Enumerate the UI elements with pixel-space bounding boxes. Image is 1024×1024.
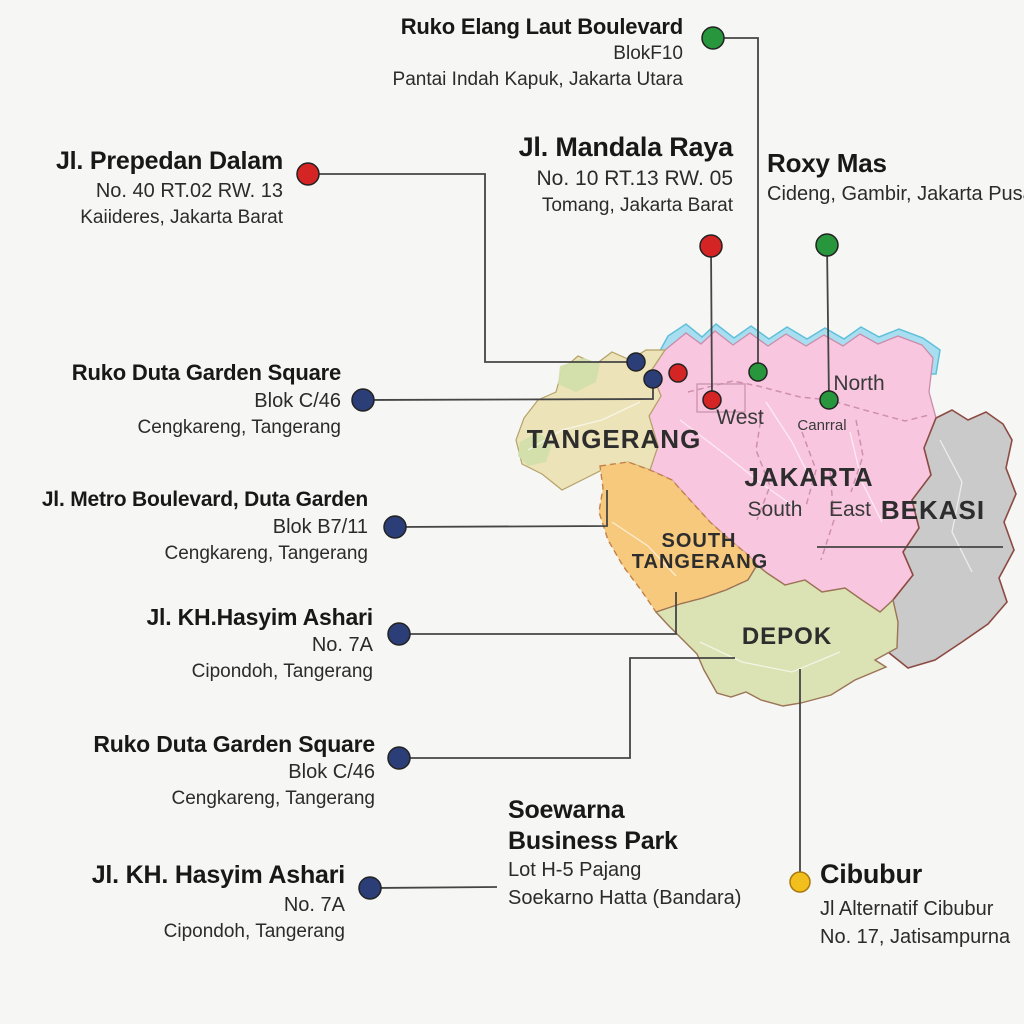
pin-hasyim-2 — [358, 876, 382, 900]
location-subline: Soekarno Hatta (Bandara) — [508, 887, 742, 909]
pin-elang-laut — [701, 26, 725, 50]
region-label-depok: DEPOK — [742, 623, 832, 650]
district-label-west: West — [716, 406, 764, 429]
region-label-jakarta: JAKARTA — [744, 462, 873, 492]
district-label-central: Canrral — [797, 417, 846, 434]
pin-mandala — [699, 234, 723, 258]
location-subline: Blok C/46 — [254, 389, 341, 412]
pin-hasyim-1 — [387, 622, 411, 646]
district-label-north: North — [833, 372, 884, 395]
location-label-prepedan: Jl. Prepedan Dalam No. 40 RT.02 RW. 13 K… — [56, 146, 283, 231]
location-label-metro-boulevard: Jl. Metro Boulevard, Duta Garden Blok B7… — [42, 487, 368, 567]
location-subline: BlokF10 — [613, 42, 683, 64]
location-title: Jl. Prepedan Dalam — [55, 147, 283, 175]
location-label-hasyim-1: Jl. KH.Hasyim Ashari No. 7A Cipondoh, Ta… — [146, 603, 373, 686]
region-depok — [654, 563, 899, 707]
location-subline: No. 7A — [311, 634, 373, 657]
location-label-hasyim-2: Jl. KH. Hasyim Ashari No. 7A Cipondoh, T… — [91, 860, 346, 945]
location-title: Jl. KH.Hasyim Ashari — [146, 604, 373, 630]
region-label-south-tangerang: SOUTH — [662, 530, 737, 552]
location-subline: Jl Alternatif Cibubur — [820, 897, 994, 920]
pin-cibubur — [789, 871, 811, 893]
location-subline: Lot H-5 Pajang — [508, 859, 642, 881]
location-title: Jl. Mandala Raya — [518, 132, 734, 162]
region-label-bekasi: BEKASI — [881, 495, 985, 525]
connector-lines — [308, 37, 1003, 889]
airport-area-outline — [696, 383, 746, 413]
location-title: Ruko Duta Garden Square — [71, 360, 341, 385]
location-subline: No. 17, Jatisampurna — [820, 925, 1011, 948]
location-label-cibubur: Cibubur Jl Alternatif Cibubur No. 17, Ja… — [820, 858, 1010, 951]
district-label-south: South — [748, 498, 803, 521]
district-label-east: East — [829, 498, 871, 521]
connector-hasyim-2 — [369, 886, 498, 889]
location-subline: Cideng, Gambir, Jakarta Pusat — [767, 182, 1024, 205]
connector-hasyim-1 — [399, 592, 677, 635]
pin-prepedan — [296, 162, 320, 186]
location-label-mandala: Jl. Mandala Raya No. 10 RT.13 RW. 05 Tom… — [518, 131, 734, 220]
connector-roxy — [826, 244, 830, 401]
location-label-roxy: Roxy Mas Cideng, Gambir, Jakarta Pusat — [767, 148, 1024, 208]
location-subline: Tomang, Jakarta Barat — [541, 195, 733, 217]
road-lines — [527, 401, 973, 673]
location-subline: Cengkareng, Tangerang — [164, 542, 368, 564]
pin-duta-2 — [387, 746, 411, 770]
map-pin-green — [748, 362, 768, 382]
map-pin-blue — [626, 352, 646, 372]
location-subline: No. 40 RT.02 RW. 13 — [95, 179, 283, 202]
location-title: Ruko Elang Laut Boulevard — [400, 14, 683, 39]
region-label-tangerang: TANGERANG — [527, 424, 702, 454]
region-label-south-tangerang: TANGERANG — [632, 551, 768, 573]
location-subline: Kaiideres, Jakarta Barat — [80, 206, 283, 228]
location-subline: No. 10 RT.13 RW. 05 — [536, 166, 734, 190]
location-title: Cibubur — [820, 859, 923, 889]
map-pins — [626, 352, 839, 410]
location-label-duta-garden-2: Ruko Duta Garden Square Blok C/46 Cengka… — [93, 730, 375, 813]
location-title: Ruko Duta Garden Square — [93, 731, 375, 757]
location-subline: Blok B7/11 — [272, 515, 368, 538]
location-title: Jl. Metro Boulevard, Duta Garden — [41, 488, 368, 511]
map-pin-red — [668, 363, 688, 383]
location-subline: Cengkareng, Tangerang — [137, 416, 341, 438]
district-boundaries — [687, 380, 930, 561]
region-tangerang-green-patch — [558, 358, 600, 392]
map-pin-blue — [643, 369, 663, 389]
map-pin-red — [702, 390, 722, 410]
location-label-duta-garden-1: Ruko Duta Garden Square Blok C/46 Cengka… — [72, 360, 341, 441]
connector-elang-laut — [713, 37, 759, 372]
location-subline: Cipondoh, Tangerang — [191, 661, 373, 683]
location-label-soewarna: Soewarna Business Park Lot H-5 Pajang So… — [508, 795, 743, 912]
location-title: Soewarna Business Park — [508, 796, 678, 855]
pin-metro — [383, 515, 407, 539]
connector-mandala — [710, 245, 713, 401]
region-bekasi — [887, 409, 1017, 669]
location-title: Jl. KH. Hasyim Ashari — [91, 861, 346, 889]
location-label-elang-laut: Ruko Elang Laut Boulevard BlokF10 Pantai… — [392, 14, 684, 94]
map-pin-green — [819, 390, 839, 410]
pin-duta-1 — [351, 388, 375, 412]
connector-metro — [394, 490, 608, 528]
pin-roxy — [815, 233, 839, 257]
connector-duta-2 — [399, 657, 735, 759]
connector-prepedan — [308, 173, 630, 363]
location-subline: Pantai Indah Kapuk, Jakarta Utara — [392, 69, 683, 91]
location-subline: Blok C/46 — [288, 761, 375, 784]
location-subline: No. 7A — [283, 893, 345, 916]
location-title: Roxy Mas — [767, 148, 887, 178]
location-subline: Cipondoh, Tangerang — [163, 920, 345, 942]
location-subline: Cengkareng, Tangerang — [171, 788, 375, 810]
label-pins — [296, 26, 839, 900]
